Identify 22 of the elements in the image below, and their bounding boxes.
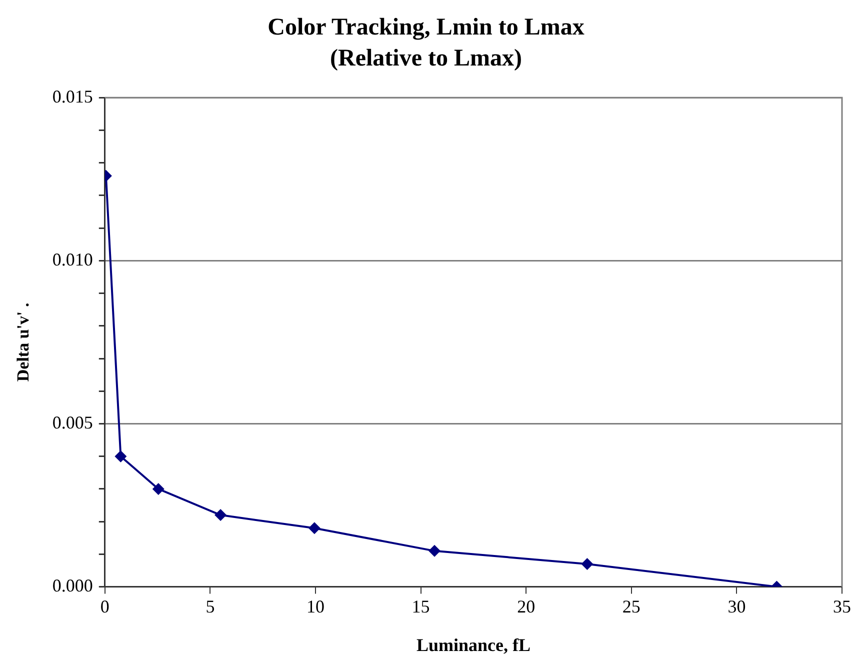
- point: [581, 558, 594, 570]
- chart-title: Color Tracking, Lmin to Lmax: [268, 14, 584, 41]
- point: [214, 509, 227, 522]
- x-tick-label: 10: [306, 596, 324, 616]
- point: [428, 544, 440, 557]
- point: [152, 482, 164, 495]
- point: [114, 450, 127, 462]
- x-tick-label: 25: [622, 596, 640, 616]
- y-tick-label: 0.015: [52, 86, 93, 106]
- y-tick-label: 0.005: [52, 412, 93, 432]
- y-tick-label: 0.010: [52, 249, 93, 270]
- y-tick-label: 0.000: [52, 576, 93, 596]
- chart-subtitle: (Relative to Lmax): [330, 45, 522, 72]
- x-tick-label: 5: [206, 596, 215, 616]
- x-tick-label: 35: [833, 596, 851, 616]
- x-tick-label: 30: [728, 596, 746, 616]
- x-tick-label: 20: [517, 596, 536, 616]
- x-tick-label: 15: [412, 596, 430, 616]
- x-axis-title: Luminance, fL: [416, 634, 530, 655]
- y-axis-title: Delta u'v' .: [14, 302, 33, 382]
- x-tick-label: 0: [100, 596, 110, 616]
- point: [308, 522, 320, 534]
